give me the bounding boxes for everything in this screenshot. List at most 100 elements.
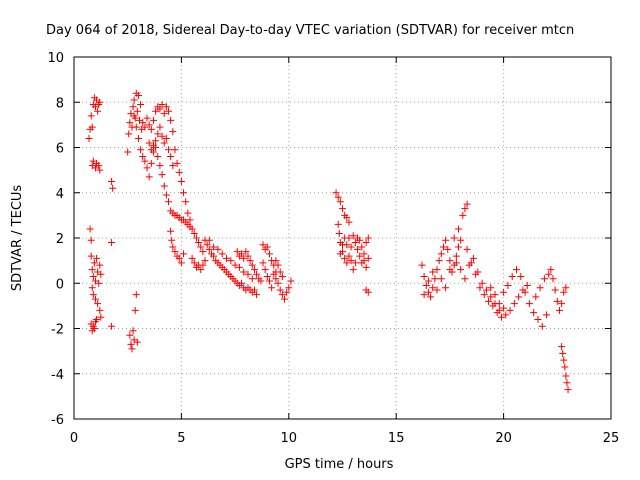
y-tick-label: 4: [56, 187, 64, 202]
data-point: [130, 112, 138, 120]
data-point: [165, 107, 173, 115]
data-point: [347, 257, 355, 265]
data-point: [437, 250, 445, 258]
data-point: [88, 123, 96, 131]
data-point: [180, 189, 188, 197]
data-point: [467, 259, 475, 267]
data-point: [429, 268, 437, 276]
data-point: [281, 295, 289, 303]
data-point: [345, 218, 353, 226]
data-point: [87, 236, 95, 244]
data-point: [446, 266, 454, 274]
data-point: [182, 198, 190, 206]
data-point: [285, 284, 293, 292]
data-point: [134, 134, 142, 142]
y-tick-label: 0: [56, 277, 64, 292]
data-point: [86, 225, 94, 233]
data-point: [512, 266, 520, 274]
data-point: [334, 220, 342, 228]
data-point: [553, 297, 561, 305]
x-tick-label: 25: [603, 431, 620, 446]
data-point: [356, 252, 364, 260]
data-point: [343, 241, 351, 249]
data-point: [457, 266, 465, 274]
data-point: [96, 98, 104, 106]
data-point: [133, 107, 141, 115]
data-point: [334, 193, 342, 201]
y-axis-label: SDTVAR / TECUs: [10, 185, 25, 292]
data-point: [158, 171, 166, 179]
x-axis-label: GPS time / hours: [285, 457, 394, 472]
data-point: [439, 243, 447, 251]
data-point: [478, 279, 486, 287]
data-point: [205, 245, 213, 253]
data-point: [180, 250, 188, 258]
data-point: [90, 259, 98, 267]
data-point: [493, 309, 501, 317]
data-point: [336, 250, 344, 258]
data-point: [270, 270, 278, 278]
data-point: [141, 123, 149, 131]
data-point: [223, 254, 231, 262]
data-point: [190, 259, 198, 267]
data-point: [93, 315, 101, 323]
data-point: [205, 236, 213, 244]
data-point: [160, 139, 168, 147]
data-point: [433, 266, 441, 274]
data-point: [177, 177, 185, 185]
data-point: [364, 288, 372, 296]
data-point: [482, 286, 490, 294]
data-point: [442, 284, 450, 292]
data-points: [85, 89, 572, 394]
data-point: [268, 284, 276, 292]
data-point: [156, 123, 164, 131]
data-point: [259, 241, 267, 249]
data-point: [515, 293, 523, 301]
data-point: [257, 277, 265, 285]
data-point: [160, 182, 168, 190]
data-point: [108, 322, 116, 330]
data-point: [126, 331, 134, 339]
data-point: [538, 322, 546, 330]
data-point: [141, 157, 149, 165]
data-point: [132, 123, 140, 131]
data-point: [536, 284, 544, 292]
x-tick-labels: 0 5 10 15 20 25: [70, 431, 619, 446]
data-point: [360, 257, 368, 265]
data-point: [487, 293, 495, 301]
data-point: [504, 282, 512, 290]
data-point: [489, 302, 497, 310]
data-point: [156, 162, 164, 170]
data-point: [154, 153, 162, 161]
data-point: [139, 119, 147, 127]
data-point: [238, 279, 246, 287]
data-point: [231, 261, 239, 269]
data-point: [190, 229, 198, 237]
data-point: [197, 243, 205, 251]
data-point: [500, 288, 508, 296]
data-point: [149, 148, 157, 156]
data-point: [240, 254, 248, 262]
data-point: [95, 162, 103, 170]
data-point: [470, 254, 478, 262]
data-point: [525, 300, 533, 308]
data-point: [457, 236, 465, 244]
data-point: [145, 173, 153, 181]
data-point: [171, 248, 179, 256]
data-point: [433, 286, 441, 294]
data-point: [487, 284, 495, 292]
data-point: [476, 284, 484, 292]
data-point: [199, 261, 207, 269]
data-point: [210, 252, 218, 260]
data-point: [129, 103, 137, 111]
data-point: [201, 257, 209, 265]
data-point: [149, 116, 157, 124]
data-point: [356, 236, 364, 244]
data-point: [87, 252, 95, 260]
x-tick-label: 0: [70, 431, 78, 446]
data-point: [287, 277, 295, 285]
data-point: [188, 254, 196, 262]
data-point: [175, 254, 183, 262]
data-point: [545, 270, 553, 278]
data-point: [540, 275, 548, 283]
